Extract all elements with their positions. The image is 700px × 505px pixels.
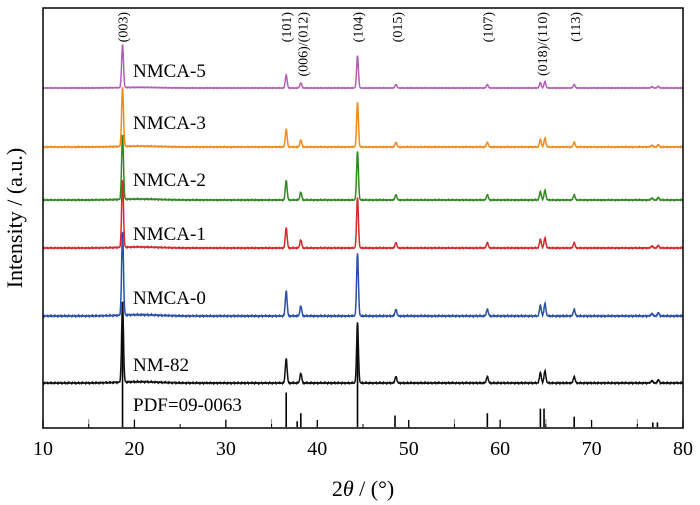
- x-axis-title-suffix: / (°): [354, 476, 395, 501]
- series-labels: NMCA-5 NMCA-3 NMCA-2 NMCA-1 NMCA-0 NM-82: [133, 61, 206, 376]
- hkl-annotation: (107): [481, 12, 496, 43]
- series-line: [42, 231, 683, 319]
- hkl-annotation: (104): [352, 12, 367, 43]
- series-line: [42, 301, 683, 386]
- x-axis-title-symbol: θ: [343, 476, 354, 501]
- series-line: [42, 134, 683, 203]
- hkl-annotation: (015): [391, 12, 406, 43]
- series-label: NMCA-1: [133, 224, 206, 245]
- series-label: NMCA-3: [133, 113, 206, 134]
- hkl-annotation: (101): [280, 12, 295, 43]
- x-tick-label: 10: [33, 438, 53, 460]
- series-label: NMCA-2: [133, 170, 206, 191]
- x-tick-label: 20: [124, 438, 144, 460]
- x-tick-label: 80: [673, 438, 693, 460]
- x-tick-label: 40: [307, 438, 327, 460]
- series-label: NMCA-0: [133, 288, 206, 309]
- peak-annotations: (003) (101) (006)/(012) (104) (015) (107) (018…: [117, 12, 585, 77]
- hkl-annotation: (018)/(110): [536, 12, 551, 76]
- x-axis-title-prefix: 2: [332, 476, 343, 501]
- x-tick-label: 60: [490, 438, 510, 460]
- series-group: [42, 44, 683, 386]
- x-tick-label: 30: [216, 438, 236, 460]
- x-axis-title: 2θ / (°): [332, 476, 394, 501]
- series-line: [42, 179, 683, 251]
- hkl-annotation: (003): [117, 12, 132, 43]
- x-tick-label: 50: [399, 438, 419, 460]
- series-label: NM-82: [133, 355, 189, 376]
- y-axis-title: Intensity / (a.u.): [2, 148, 27, 289]
- series-label: NMCA-5: [133, 61, 206, 82]
- reference-label: PDF=09-0063: [133, 395, 242, 416]
- hkl-annotation: (113): [569, 12, 584, 42]
- series-line: [42, 86, 683, 149]
- series-line: [42, 44, 683, 90]
- x-tick-label: 70: [582, 438, 602, 460]
- axis-ticks: 10 20 30 40 50 60 70 80: [33, 420, 693, 460]
- hkl-annotation: (006)/(012): [297, 12, 312, 77]
